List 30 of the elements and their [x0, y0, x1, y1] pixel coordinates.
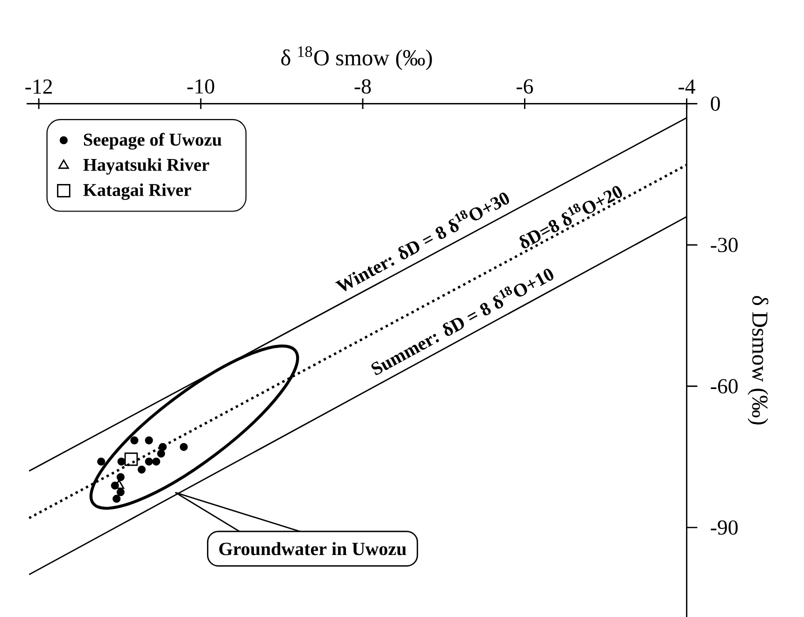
y-tick-label: -90 — [710, 520, 738, 535]
y-tick-label: 0 — [710, 96, 720, 111]
point — [138, 466, 146, 474]
legend-label: Seepage of Uwozu — [84, 132, 222, 150]
point — [158, 442, 167, 451]
annotation: Groundwater in Uwozu — [219, 542, 406, 556]
point — [116, 473, 125, 482]
point — [180, 442, 188, 451]
x-tick-label: -10 — [187, 79, 214, 94]
point — [144, 436, 153, 444]
legend-label: Katagai River — [83, 183, 192, 200]
text: δD=8 δ$^{18}$O+20 — [520, 186, 622, 248]
point — [144, 458, 153, 466]
x-tick-label: -4 — [678, 80, 696, 94]
y-axis-title: δ Dsmow (‰) — [748, 296, 768, 424]
y-tick-label: -30 — [710, 238, 738, 252]
point — [152, 458, 160, 466]
x-tick-label: -8 — [354, 79, 371, 94]
x-axis-title: δ $^{18}$O smow (‰) — [281, 46, 432, 70]
point — [130, 436, 138, 444]
point — [124, 452, 138, 466]
point — [97, 458, 106, 466]
y-tick-label: -60 — [710, 379, 738, 394]
x-tick-label: -6 — [516, 79, 533, 94]
point — [112, 494, 121, 503]
x-tick-label: -12 — [25, 80, 52, 94]
point — [117, 458, 126, 466]
point — [116, 488, 125, 496]
point — [157, 450, 166, 458]
legend-label: Hayatsuki River — [83, 158, 210, 175]
